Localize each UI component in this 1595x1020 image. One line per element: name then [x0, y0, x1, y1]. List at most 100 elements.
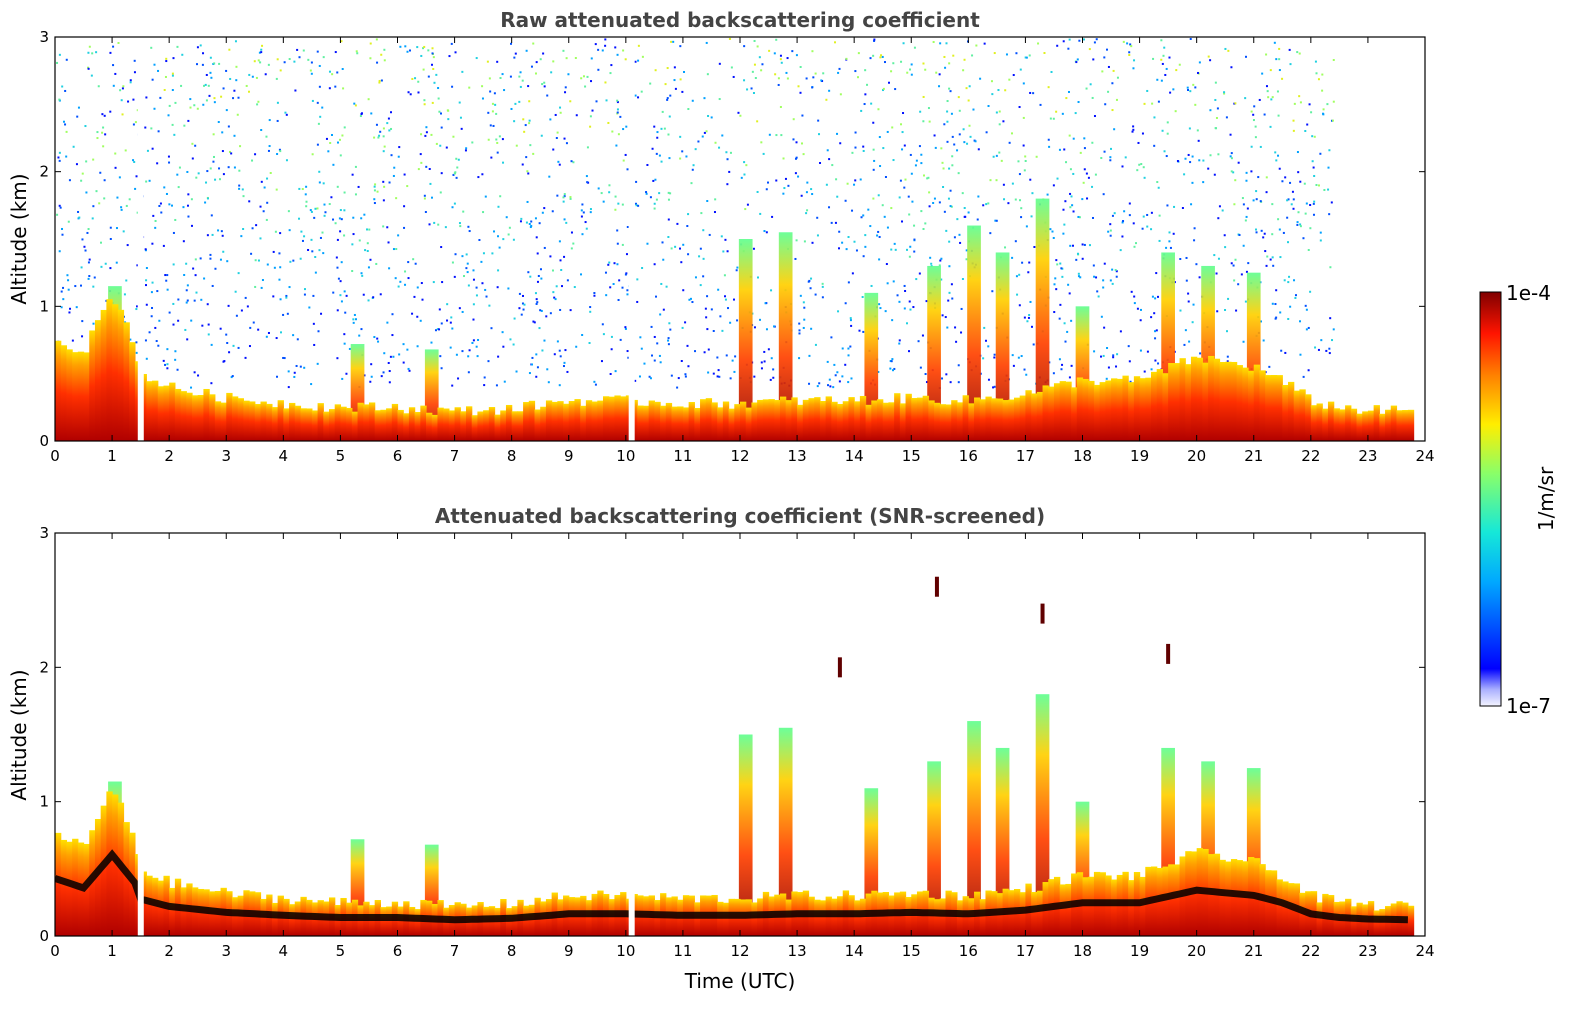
noise-speck: [411, 77, 414, 80]
y-tick-label: 3: [39, 28, 49, 46]
noise-speck: [128, 198, 131, 201]
noise-speck: [763, 360, 766, 363]
noise-speck: [682, 243, 685, 246]
noise-speck: [383, 352, 386, 355]
noise-speck: [949, 189, 952, 192]
noise-speck: [180, 84, 183, 87]
colorbar: 1e-4 1e-7 1/m/sr: [1479, 281, 1558, 718]
noise-speck: [1218, 205, 1221, 208]
backscatter-column: [357, 402, 364, 441]
noise-speck: [794, 257, 797, 260]
x-tick-label: 7: [450, 942, 460, 960]
backscatter-column: [1379, 413, 1386, 441]
noise-speck: [1217, 257, 1220, 260]
noise-speck: [1162, 54, 1165, 57]
noise-speck: [1322, 108, 1325, 111]
noise-speck: [877, 108, 880, 111]
backscatter-column: [631, 399, 638, 441]
noise-speck: [395, 197, 398, 200]
noise-speck: [332, 291, 335, 294]
noise-speck: [975, 44, 978, 47]
y-tick-label: 0: [39, 927, 49, 945]
noise-speck: [1179, 258, 1182, 261]
noise-speck: [844, 363, 847, 366]
backscatter-column: [249, 401, 256, 441]
noise-speck: [64, 89, 67, 92]
noise-speck: [667, 133, 670, 136]
noise-speck: [1271, 302, 1274, 305]
noise-speck: [136, 305, 139, 308]
noise-speck: [164, 363, 167, 366]
noise-speck: [159, 202, 162, 205]
noise-speck: [439, 112, 442, 115]
noise-speck: [941, 161, 944, 164]
backscatter-column: [386, 408, 393, 441]
noise-speck: [229, 77, 232, 80]
noise-speck: [1191, 155, 1194, 158]
noise-speck: [990, 80, 993, 83]
backscatter-column: [597, 400, 604, 441]
x-tick-label: 9: [564, 447, 574, 465]
noise-speck: [998, 123, 1001, 126]
noise-speck: [354, 318, 357, 321]
backscatter-column: [568, 401, 576, 441]
noise-speck: [1019, 68, 1022, 71]
noise-speck: [1063, 322, 1066, 325]
noise-speck: [662, 258, 665, 261]
noise-speck: [756, 120, 759, 123]
noise-speck: [352, 318, 355, 321]
noise-speck: [369, 380, 372, 383]
noise-speck: [486, 60, 489, 63]
noise-speck: [984, 339, 987, 342]
noise-speck: [186, 204, 189, 207]
y-axis-label: Altitude (km): [7, 173, 31, 304]
noise-speck: [382, 371, 385, 374]
noise-speck: [360, 217, 363, 220]
noise-speck: [184, 328, 187, 331]
noise-speck: [1129, 380, 1132, 383]
noise-speck: [1054, 277, 1057, 280]
noise-speck: [395, 248, 398, 251]
noise-speck: [151, 147, 154, 150]
noise-speck: [573, 286, 576, 289]
noise-speck: [382, 225, 385, 228]
noise-speck: [1028, 54, 1031, 57]
noise-speck: [173, 133, 176, 136]
noise-speck: [736, 319, 739, 322]
noise-speck: [525, 49, 528, 52]
noise-speck: [835, 178, 838, 181]
x-tick-label: 12: [730, 447, 749, 465]
noise-speck: [1217, 153, 1220, 156]
noise-speck: [185, 301, 188, 304]
noise-speck: [1188, 340, 1191, 343]
noise-speck: [1077, 275, 1080, 278]
noise-speck: [922, 62, 925, 65]
noise-speck: [247, 90, 250, 93]
noise-speck: [713, 211, 716, 214]
noise-speck: [521, 163, 524, 166]
noise-speck: [1022, 144, 1025, 147]
noise-speck: [440, 322, 443, 325]
noise-speck: [850, 324, 853, 327]
noise-speck: [513, 56, 516, 59]
noise-speck: [872, 168, 875, 171]
plot-area: [55, 37, 1415, 441]
noise-speck: [1112, 354, 1115, 357]
noise-speck: [640, 347, 643, 350]
noise-speck: [940, 147, 943, 150]
noise-speck: [287, 370, 290, 373]
noise-speck: [656, 131, 659, 134]
x-tick-label: 0: [50, 942, 60, 960]
noise-speck: [375, 262, 378, 265]
noise-speck: [575, 114, 578, 117]
noise-speck: [812, 76, 815, 79]
noise-speck: [467, 355, 470, 358]
noise-speck: [1107, 65, 1110, 68]
noise-speck: [528, 222, 531, 225]
noise-speck: [1302, 375, 1305, 378]
noise-speck: [649, 196, 652, 199]
noise-speck: [501, 138, 504, 141]
noise-speck: [1227, 49, 1230, 52]
noise-speck: [1146, 350, 1149, 353]
x-tick-label: 10: [616, 942, 635, 960]
